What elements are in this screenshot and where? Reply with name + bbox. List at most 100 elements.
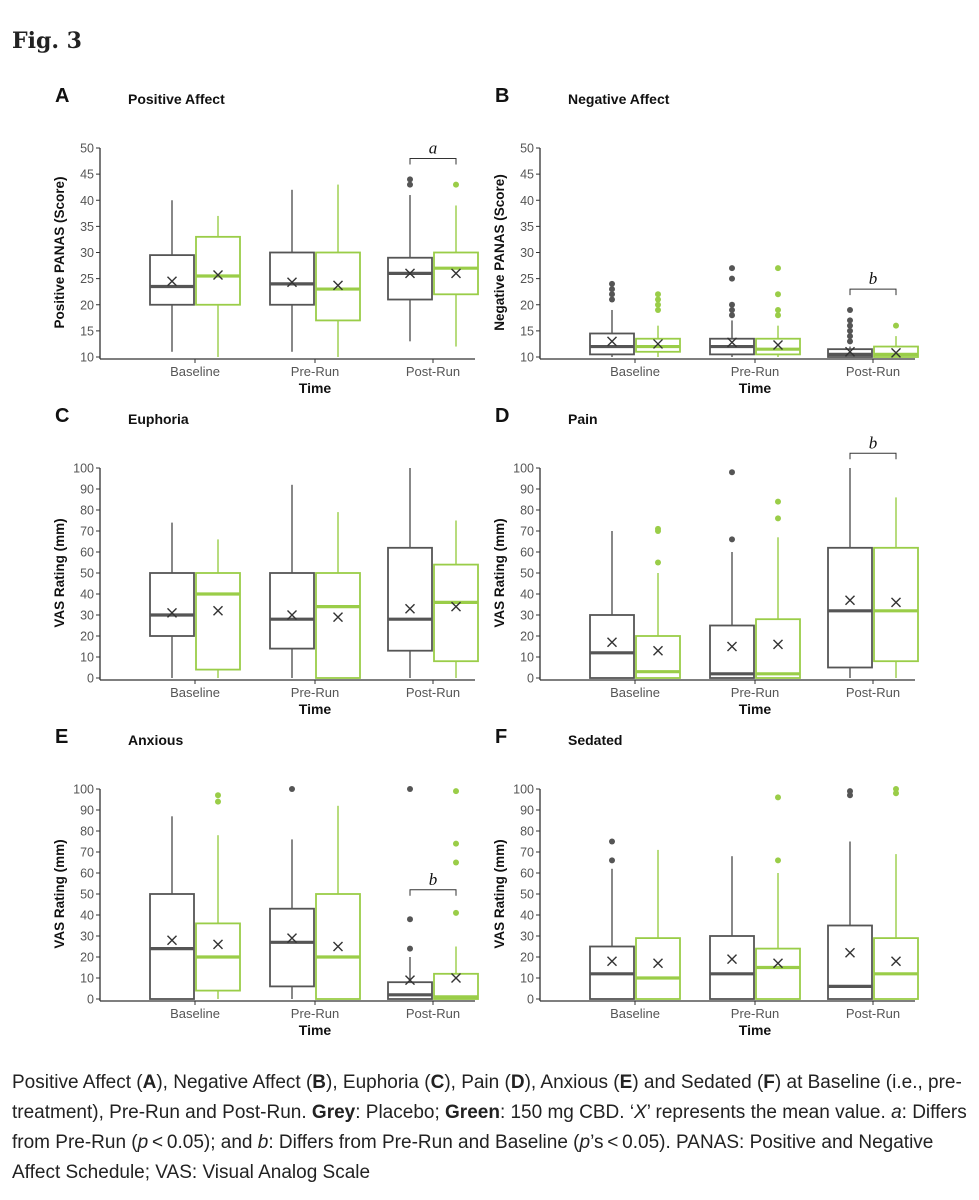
significance-label: a xyxy=(429,138,438,157)
caption-text: Positive Affect ( xyxy=(12,1072,143,1093)
y-tick-label: 10 xyxy=(80,651,94,665)
y-tick-label: 20 xyxy=(80,951,94,965)
mean-marker xyxy=(451,601,461,612)
box-pre-run xyxy=(755,794,801,1000)
series-cbd xyxy=(635,265,919,358)
y-tick-label: 10 xyxy=(80,972,94,986)
iqr-box xyxy=(589,332,635,356)
y-tick-label: 0 xyxy=(527,672,534,686)
y-tick-label: 80 xyxy=(80,504,94,518)
y-tick-label: 20 xyxy=(80,630,94,644)
box-post-run xyxy=(433,181,479,347)
outlier-point xyxy=(775,794,781,801)
panel-title: Anxious xyxy=(128,732,183,748)
box-pre-run xyxy=(269,786,315,999)
outlier-point xyxy=(847,327,853,334)
outlier-point xyxy=(655,301,661,308)
caption-text: ’s < 0.05). PANAS: Positive and Negative… xyxy=(12,1132,934,1183)
caption-p: p xyxy=(137,1132,149,1153)
caption-text: ) and Sedated ( xyxy=(632,1072,764,1093)
panel-letter: D xyxy=(495,405,509,427)
box-baseline xyxy=(149,200,195,352)
box-baseline xyxy=(635,849,681,1000)
iqr-box xyxy=(315,572,361,679)
x-tick-label: Baseline xyxy=(170,685,220,700)
box-pre-run xyxy=(755,498,801,679)
y-tick-label: 45 xyxy=(80,168,94,182)
outlier-point xyxy=(775,312,781,319)
y-tick-label: 35 xyxy=(80,220,94,234)
outlier-point xyxy=(407,181,413,188)
outlier-point xyxy=(729,265,735,272)
x-tick-label: Baseline xyxy=(610,364,660,379)
mean-marker xyxy=(167,607,177,618)
y-tick-label: 10 xyxy=(520,651,534,665)
panel-letter: A xyxy=(55,85,69,107)
box-baseline xyxy=(589,838,635,1000)
panel-e: E Anxious 0 10 20 30 40 50 60 70 80 90 100 VAS Rating… xyxy=(52,726,479,1038)
mean-marker xyxy=(773,339,783,350)
mean-marker xyxy=(213,605,223,616)
panel-b: B Negative Affect 10 15 20 25 30 35 40 45 50 Negati… xyxy=(492,85,919,396)
mean-marker xyxy=(333,612,343,623)
outlier-point xyxy=(453,859,459,866)
y-tick-label: 30 xyxy=(520,609,534,623)
outlier-point xyxy=(609,857,615,864)
box-post-run xyxy=(873,786,919,1000)
mean-marker xyxy=(607,336,617,347)
panel-title: Euphoria xyxy=(128,411,189,427)
y-tick-label: 80 xyxy=(80,825,94,839)
x-tick-label: Baseline xyxy=(170,364,220,379)
series-cbd xyxy=(195,181,479,357)
series-placebo xyxy=(149,786,433,1000)
x-tick-label: Baseline xyxy=(610,685,660,700)
panel-title: Positive Affect xyxy=(128,91,225,107)
caption-b: b xyxy=(257,1132,269,1153)
iqr-box xyxy=(873,345,919,358)
mean-marker xyxy=(891,347,901,358)
y-tick-label: 10 xyxy=(520,972,534,986)
outlier-point xyxy=(775,515,781,522)
y-tick-label: 90 xyxy=(80,804,94,818)
series-placebo xyxy=(149,176,433,352)
box-pre-run xyxy=(269,484,315,678)
caption-letter-a: A xyxy=(142,1072,157,1093)
panel-letter: C xyxy=(55,405,69,427)
outlier-point xyxy=(847,788,853,795)
y-tick-label: 70 xyxy=(80,846,94,860)
box-baseline xyxy=(195,539,241,678)
outlier-point xyxy=(609,286,615,293)
outlier-point xyxy=(215,798,221,805)
outlier-point xyxy=(407,786,413,792)
outlier-point xyxy=(453,788,459,795)
y-tick-label: 20 xyxy=(80,298,94,312)
iqr-box xyxy=(387,256,433,301)
y-tick-label: 20 xyxy=(520,298,534,312)
iqr-box xyxy=(709,624,755,679)
box-pre-run xyxy=(709,265,755,357)
outlier-point xyxy=(609,296,615,303)
outlier-point xyxy=(847,338,853,345)
y-tick-label: 40 xyxy=(80,588,94,602)
y-tick-label: 50 xyxy=(80,888,94,902)
y-tick-label: 100 xyxy=(73,783,94,797)
mean-marker xyxy=(653,645,663,656)
y-tick-label: 30 xyxy=(520,246,534,260)
significance-label: b xyxy=(869,433,878,452)
y-tick-label: 30 xyxy=(520,930,534,944)
y-tick-label: 20 xyxy=(520,630,534,644)
y-tick-label: 60 xyxy=(520,867,534,881)
outlier-point xyxy=(729,301,735,308)
y-tick-label: 40 xyxy=(520,909,534,923)
y-tick-label: 0 xyxy=(87,993,94,1007)
outlier-point xyxy=(775,498,781,505)
significance-label: b xyxy=(429,870,438,889)
x-tick-label: Pre-Run xyxy=(731,1006,779,1021)
outlier-point xyxy=(729,306,735,313)
x-axis-label: Time xyxy=(739,380,772,396)
caption-grey: Grey xyxy=(311,1102,356,1123)
x-tick-label: Pre-Run xyxy=(731,364,779,379)
box-post-run xyxy=(433,788,479,1000)
x-tick-label: Baseline xyxy=(610,1006,660,1021)
y-tick-label: 10 xyxy=(80,351,94,365)
